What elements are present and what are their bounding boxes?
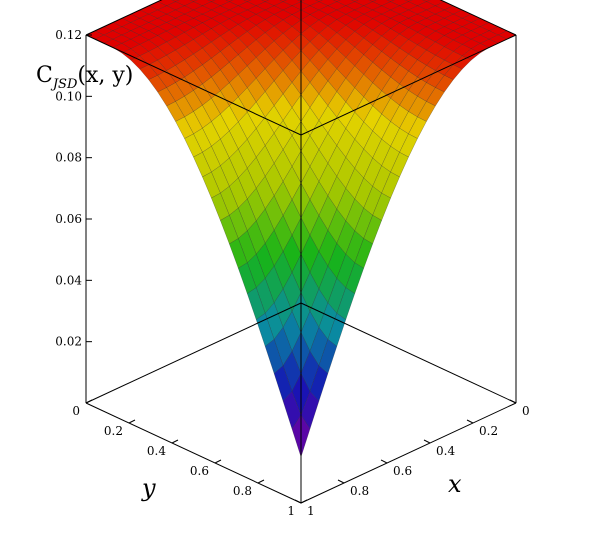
x-tick [380, 459, 388, 464]
y-tick-label: 1 [287, 504, 295, 518]
y-tick-label: 0.8 [233, 484, 252, 498]
x-tick [337, 479, 345, 484]
x-tick [509, 399, 517, 404]
x-tick-label: 0.6 [393, 464, 412, 478]
x-tick [466, 419, 474, 424]
z-tick-label: 0.12 [55, 28, 82, 42]
z-axis-title: CJSD(x, y) [36, 63, 133, 92]
y-tick [85, 399, 93, 404]
x-axis-title: x [448, 470, 462, 498]
z-tick-label: 0.04 [55, 273, 82, 287]
y-tick-label: 0 [72, 404, 80, 418]
y-tick [214, 459, 222, 464]
x-tick-label: 0.2 [479, 424, 498, 438]
box-edge [439, 0, 517, 36]
x-tick-label: 0.4 [436, 444, 455, 458]
z-tick-label: 0.06 [55, 212, 82, 226]
box-edge [300, 402, 517, 504]
box-edge [85, 0, 163, 36]
axis-ticks: 0.02 0.04 0.06 0.08 0.10 0.12 0 0.2 0.4 0.6 0.8 1 0 0… [55, 28, 529, 518]
surface [85, 0, 517, 458]
y-tick-label: 0.2 [104, 424, 123, 438]
z-tick-label: 0.08 [55, 151, 82, 165]
y-tick [300, 499, 308, 504]
box-edge [300, 302, 517, 404]
x-tick [294, 499, 302, 504]
z-tick-label: 0.10 [55, 89, 82, 103]
y-tick [128, 419, 136, 424]
x-tick-label: 1 [307, 504, 315, 518]
x-tick-label: 0 [522, 404, 530, 418]
y-tick [171, 439, 179, 444]
x-tick-label: 0.8 [350, 484, 369, 498]
y-axis-title: y [141, 474, 156, 502]
x-tick [423, 439, 431, 444]
box-edge [85, 402, 302, 504]
y-tick-label: 0.6 [190, 464, 209, 478]
y-tick [257, 479, 265, 484]
y-tick-label: 0.4 [147, 444, 166, 458]
box-edge [85, 34, 302, 136]
z-tick-label: 0.02 [55, 335, 82, 349]
box-edge [300, 34, 517, 136]
box-edge [85, 302, 302, 404]
